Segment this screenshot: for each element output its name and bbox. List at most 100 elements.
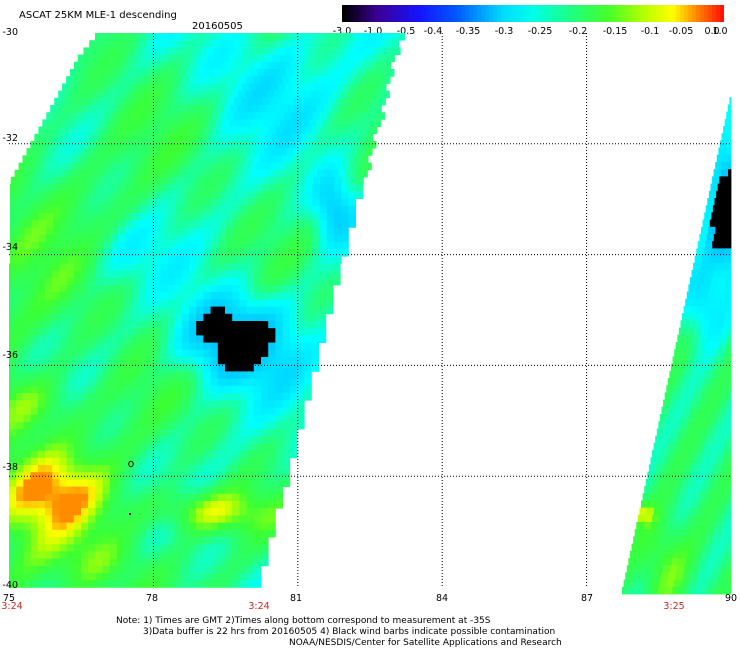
lon-label-90: 90: [724, 593, 738, 604]
colorbar-segment: [489, 5, 494, 22]
colorbar-segment: [377, 5, 383, 22]
colorbar-segment: [712, 5, 717, 22]
colorbar-segment: [612, 5, 618, 22]
colorbar-segment: [568, 5, 574, 22]
colorbar-label: -0.05: [668, 26, 694, 37]
colorbar-segment: [704, 5, 709, 22]
time-label-right: 3:25: [663, 601, 685, 612]
lon-label-81: 81: [289, 593, 303, 604]
wind-barb-mark: [128, 460, 134, 468]
wind-barb-mark: [129, 513, 131, 515]
colorbar-segment: [696, 5, 701, 22]
colorbar-segment: [469, 5, 474, 22]
colorbar-segment: [708, 5, 713, 22]
colorbar-label: 0.0: [704, 26, 720, 37]
colorbar-label: -0.4: [423, 26, 443, 37]
colorbar-label: 1.0: [712, 26, 728, 37]
colorbar-segment: [441, 5, 447, 22]
colorbar-segment: [425, 5, 431, 22]
colorbar-segment: [652, 5, 657, 22]
time-label-middle: 3:24: [248, 601, 270, 612]
lat-label-40: -40: [2, 580, 18, 591]
lon-label-87: 87: [580, 593, 594, 604]
colorbar-segment: [349, 5, 355, 22]
colorbar-segment: [584, 5, 590, 22]
colorbar-segment: [692, 5, 697, 22]
colorbar-segment: [668, 5, 673, 22]
colorbar-segment: [342, 5, 347, 22]
colorbar-segment: [525, 5, 530, 22]
colorbar-segment: [536, 5, 542, 22]
colorbar-segment: [716, 5, 721, 22]
colorbar-segment: [433, 5, 439, 22]
map-date: 20160505: [192, 21, 243, 32]
colorbar-labels: -3.0 -1.0 -0.5 -0.4 -0.35 -0.3 -0.25 -0.2 -0.15 -…: [330, 26, 740, 38]
colorbar-segment: [477, 5, 482, 22]
colorbar-segment: [509, 5, 514, 22]
colorbar-segment: [397, 5, 403, 22]
colorbar-segment: [505, 5, 510, 22]
colorbar-segment: [393, 5, 399, 22]
colorbar-segment: [672, 5, 677, 22]
colorbar-label: -0.35: [455, 26, 481, 37]
colorbar-segment: [465, 5, 470, 22]
colorbar-segment: [413, 5, 419, 22]
colorbar-segment: [437, 5, 443, 22]
colorbar-segment: [624, 5, 630, 22]
lat-label-36: -36: [2, 350, 18, 361]
colorbar-segment: [604, 5, 610, 22]
colorbar-segment: [660, 5, 665, 22]
colorbar-segment: [501, 5, 506, 22]
colorbar-segment: [473, 5, 478, 22]
lat-label-34: -34: [2, 242, 18, 253]
lat-label-32: -32: [2, 133, 18, 144]
note-line-1: Note: 1) Times are GMT 2)Times along bot…: [116, 616, 491, 626]
colorbar-segment: [533, 5, 538, 22]
colorbar-segment: [552, 5, 558, 22]
colorbar-segment: [664, 5, 669, 22]
colorbar-segment: [548, 5, 554, 22]
colorbar-segment: [529, 5, 534, 22]
colorbar-segment: [676, 5, 681, 22]
colorbar-segment: [616, 5, 622, 22]
colorbar-segment: [345, 5, 351, 22]
colorbar-segment: [644, 5, 649, 22]
colorbar-segment: [680, 5, 685, 22]
colorbar-segment: [556, 5, 562, 22]
colorbar-label: -1.0: [363, 26, 383, 37]
colorbar-segment: [417, 5, 423, 22]
colorbar-label: -0.25: [527, 26, 553, 37]
colorbar-segment: [576, 5, 582, 22]
colorbar-segment: [700, 5, 705, 22]
map-title: ASCAT 25KM MLE-1 descending: [19, 10, 177, 21]
colorbar-segment: [632, 5, 638, 22]
colorbar: [342, 5, 724, 22]
colorbar-segment: [361, 5, 367, 22]
colorbar-label: -0.3: [494, 26, 514, 37]
lon-label-78: 78: [145, 593, 159, 604]
colorbar-segment: [608, 5, 614, 22]
colorbar-segment: [457, 5, 462, 22]
colorbar-segment: [381, 5, 387, 22]
colorbar-segment: [648, 5, 653, 22]
colorbar-label: -0.5: [396, 26, 416, 37]
colorbar-segment: [540, 5, 546, 22]
lat-label-30: -30: [2, 27, 18, 38]
colorbar-label: -0.1: [640, 26, 660, 37]
colorbar-segment: [636, 5, 642, 22]
colorbar-segment: [513, 5, 518, 22]
colorbar-segment: [517, 5, 522, 22]
colorbar-label: -0.15: [602, 26, 628, 37]
lon-label-84: 84: [435, 593, 449, 604]
colorbar-segment: [628, 5, 634, 22]
lon-label-75: 75: [2, 593, 16, 604]
colorbar-segment: [493, 5, 498, 22]
colorbar-segment: [588, 5, 594, 22]
colorbar-segment: [421, 5, 427, 22]
colorbar-segment: [684, 5, 689, 22]
colorbar-segment: [620, 5, 626, 22]
colorbar-segment: [497, 5, 502, 22]
colorbar-segment: [544, 5, 550, 22]
colorbar-label: -3.0: [332, 26, 352, 37]
